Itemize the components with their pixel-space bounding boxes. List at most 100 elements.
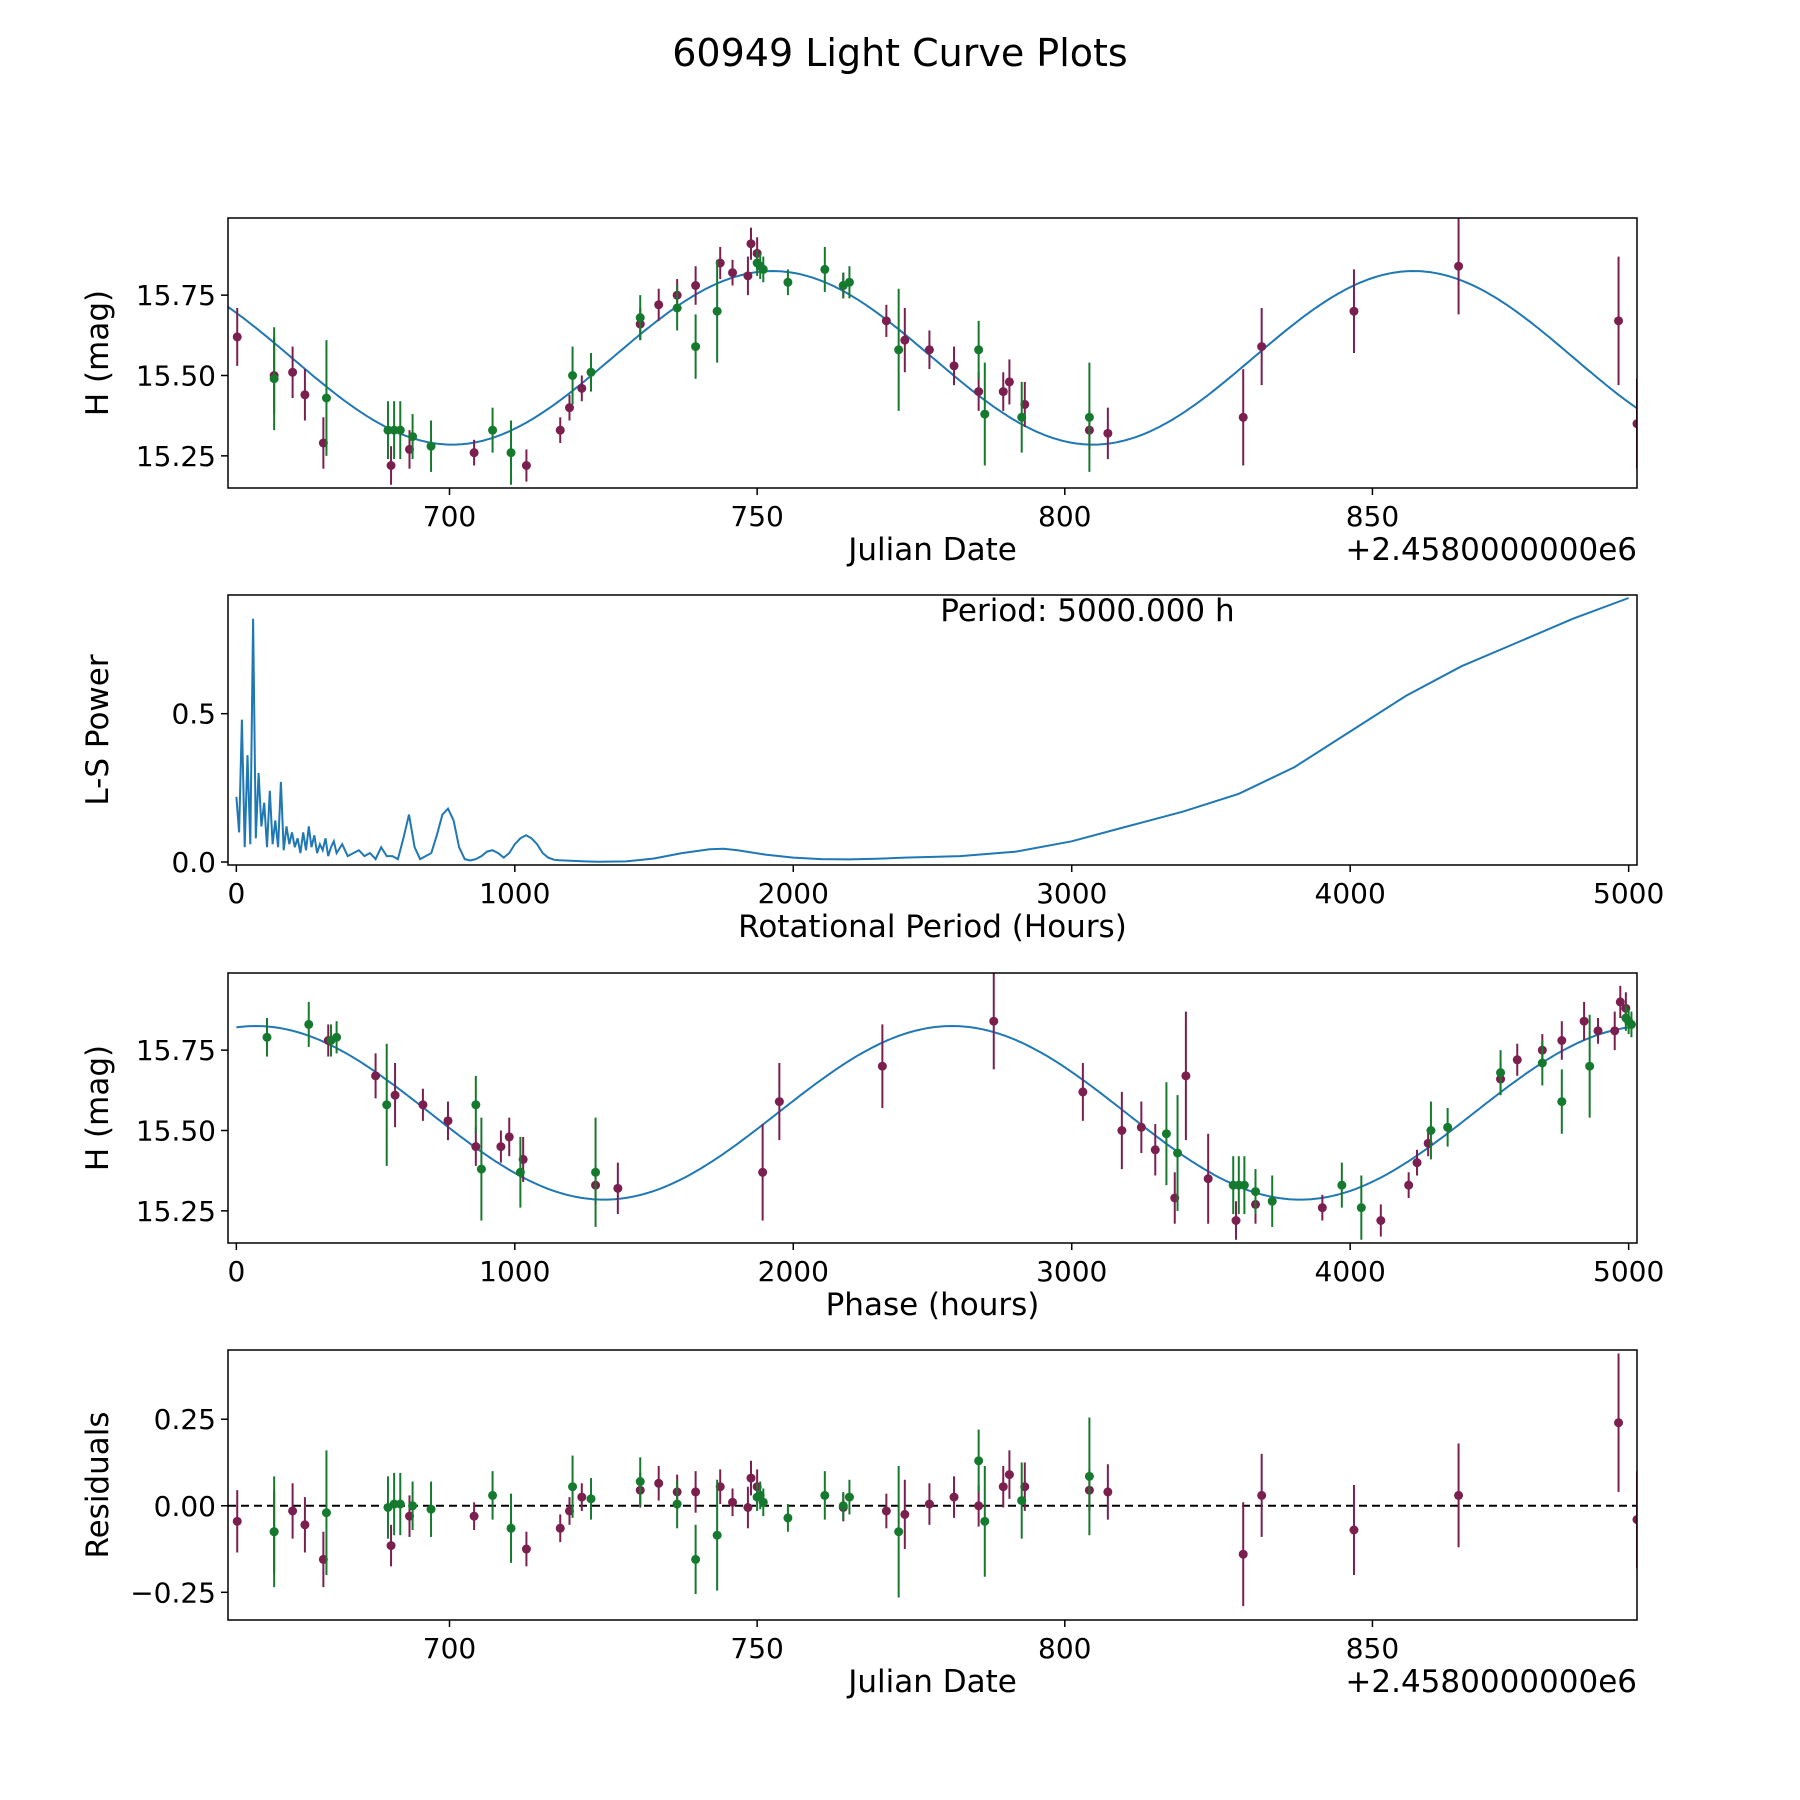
plot-area: [236, 973, 1636, 1240]
data-point: [386, 461, 396, 470]
x-tick-label: 700: [423, 1632, 476, 1665]
data-point: [262, 1032, 272, 1042]
data-point: [568, 371, 578, 380]
data-point: [555, 425, 565, 435]
y-tick-label: 15.50: [136, 1115, 216, 1148]
y-axis-label: Residuals: [80, 1411, 116, 1558]
data-point: [586, 367, 596, 377]
data-point: [672, 1499, 682, 1509]
data-point: [838, 1501, 848, 1511]
data-point: [443, 1116, 453, 1126]
data-point: [758, 264, 768, 274]
data-point: [774, 1097, 784, 1107]
plot-area: [228, 1353, 1637, 1607]
data-point: [924, 1499, 934, 1509]
data-point: [613, 1183, 623, 1193]
data-point: [1454, 261, 1464, 271]
data-point: [980, 1516, 990, 1526]
data-point: [712, 1530, 722, 1540]
data-point: [1349, 1525, 1359, 1535]
data-point: [1626, 1019, 1636, 1029]
data-point: [881, 1506, 891, 1516]
x-tick-label: 800: [1038, 1632, 1091, 1665]
data-point: [395, 1499, 405, 1509]
y-tick-label: 15.50: [136, 360, 216, 393]
data-point: [844, 1492, 854, 1502]
data-point: [395, 425, 405, 435]
x-axis-label: Rotational Period (Hours): [738, 909, 1127, 945]
data-point: [386, 1541, 396, 1551]
x-tick-label: 4000: [1315, 877, 1386, 910]
data-point: [389, 425, 399, 435]
data-point: [635, 313, 645, 323]
data-point: [521, 1544, 531, 1554]
data-point: [1614, 316, 1624, 326]
data-point: [332, 1032, 342, 1042]
x-tick-label: 850: [1346, 500, 1399, 533]
figure-title: 60949 Light Curve Plots: [672, 31, 1127, 75]
data-point: [408, 1501, 418, 1511]
data-point: [672, 303, 682, 313]
x-tick-label: 750: [730, 500, 783, 533]
data-point: [476, 1164, 486, 1174]
data-point: [1017, 412, 1027, 422]
data-point: [515, 1167, 525, 1177]
data-point: [743, 271, 753, 281]
y-tick-label: 15.75: [136, 279, 216, 312]
data-point: [1004, 1470, 1014, 1480]
data-point: [1615, 997, 1625, 1007]
data-point: [998, 387, 1008, 397]
data-point: [504, 1132, 514, 1142]
data-point: [844, 277, 854, 287]
period-annotation: Period: 5000.000 h: [940, 593, 1234, 629]
data-point: [382, 1100, 392, 1110]
data-point: [1004, 377, 1014, 387]
data-point: [471, 1142, 481, 1152]
data-point: [1632, 1515, 1637, 1525]
data-point: [304, 1019, 314, 1029]
data-point: [900, 1509, 910, 1519]
y-tick-label: 0.00: [154, 1490, 216, 1523]
data-point: [635, 1477, 645, 1487]
data-point: [820, 1490, 830, 1500]
data-point: [469, 1511, 479, 1521]
x-axis-label: Julian Date: [846, 1664, 1017, 1700]
data-point: [974, 1501, 984, 1511]
data-point: [1317, 1203, 1327, 1213]
data-point: [1239, 1180, 1249, 1190]
data-point: [1078, 1087, 1088, 1097]
data-point: [1117, 1126, 1127, 1135]
data-point: [288, 1506, 298, 1516]
x-offset-label: +2.4580000000e6: [1345, 532, 1637, 568]
data-point: [820, 264, 830, 274]
data-point: [1356, 1203, 1366, 1213]
plot-frame: [227, 1349, 1638, 1621]
data-point: [488, 1490, 498, 1500]
y-tick-label: 15.25: [136, 440, 216, 473]
lightcurve-panel: 700 750 800 850 15.25 15.50 15.75 Julian Date H …: [80, 217, 1638, 568]
data-point: [568, 1482, 578, 1492]
x-tick-label: 2000: [758, 1255, 829, 1288]
data-point: [521, 461, 531, 470]
plot-frame: [227, 972, 1638, 1244]
data-point: [728, 268, 738, 278]
data-point: [758, 1497, 768, 1507]
phased-panel: 0 1000 2000 3000 4000 5000 15.25 15.50 15.75 Phas…: [80, 972, 1664, 1323]
data-point: [900, 335, 910, 345]
y-tick-label: 15.75: [136, 1034, 216, 1067]
x-tick-label: 0: [227, 1255, 245, 1288]
data-point: [1337, 1180, 1347, 1190]
x-tick-label: 800: [1038, 500, 1091, 533]
data-point: [949, 361, 959, 371]
data-point: [471, 1100, 481, 1110]
data-point: [1632, 419, 1637, 429]
data-point: [894, 1527, 904, 1537]
data-point: [1496, 1068, 1506, 1078]
y-tick-label: 0.5: [171, 698, 216, 731]
x-tick-label: 3000: [1036, 877, 1107, 910]
data-point: [418, 1100, 428, 1110]
data-point: [974, 387, 984, 397]
data-point: [1257, 342, 1267, 352]
data-point: [1349, 306, 1359, 316]
x-tick-label: 750: [730, 1632, 783, 1665]
